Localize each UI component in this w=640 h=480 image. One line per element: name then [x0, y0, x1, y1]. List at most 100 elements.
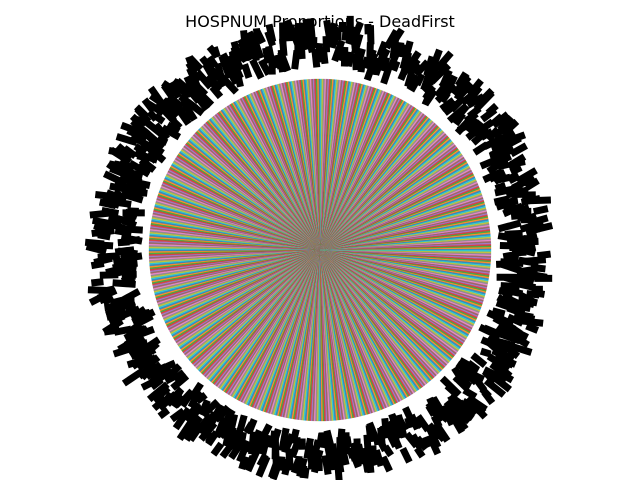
slice-label: [506, 153, 527, 170]
slice-label: [301, 467, 310, 479]
slice-label: [241, 63, 253, 79]
slice-label: [511, 343, 533, 356]
slice-label: [90, 260, 105, 270]
slice-label: [501, 292, 524, 309]
slice-label: [255, 455, 271, 478]
slice-label: [466, 359, 480, 373]
slice-label: [97, 231, 111, 241]
slice-label: [112, 279, 136, 288]
slice-label: [109, 146, 132, 166]
slice-label: [108, 312, 126, 326]
slice-label: [515, 167, 538, 185]
slice-label: [430, 414, 443, 429]
slice-label: [114, 227, 132, 237]
slice-label: [236, 414, 248, 431]
slice-label: [198, 421, 218, 442]
slice-label: [146, 381, 170, 403]
slice-label: [389, 430, 403, 450]
slice-label: [351, 53, 360, 71]
slice-label: [121, 167, 144, 180]
slice-label: [506, 229, 523, 238]
slice-label: [372, 449, 385, 468]
slice-label: [518, 291, 538, 307]
slice-label: [264, 30, 276, 47]
slice-label: [524, 177, 540, 191]
slice-label: [298, 438, 306, 450]
slice-label: [143, 119, 167, 140]
slice-label: [117, 238, 130, 247]
slice-label: [469, 396, 488, 413]
slice-label: [144, 131, 165, 152]
slice-label: [172, 406, 192, 431]
slice-label: [160, 124, 182, 141]
slice-label: [382, 444, 395, 458]
slice-label: [422, 84, 436, 101]
pie-slices: [148, 78, 492, 422]
slice-label: [170, 118, 183, 131]
slice-label: [479, 347, 492, 358]
slice-label: [413, 59, 431, 77]
slice-label: [423, 55, 436, 77]
slice-label: [376, 40, 389, 58]
slice-label: [379, 455, 393, 473]
slice-label: [414, 446, 426, 459]
slice-label: [238, 455, 249, 471]
slice-label: [283, 18, 296, 35]
slice-label: [455, 404, 475, 422]
slice-label: [520, 232, 538, 244]
slice-label: [536, 250, 552, 260]
slice-label: [210, 441, 225, 457]
slice-label: [470, 352, 488, 369]
slice-label: [85, 243, 108, 255]
slice-label: [194, 391, 208, 405]
slice-label: [157, 407, 171, 420]
slice-label: [323, 19, 334, 45]
slice-label: [509, 142, 529, 158]
slice-label: [396, 417, 409, 432]
slice-label: [470, 126, 491, 146]
slice-label: [535, 222, 554, 233]
slice-label: [466, 78, 484, 98]
slice-label: [278, 427, 290, 452]
slice-label: [109, 182, 134, 194]
slice-label: [122, 212, 137, 223]
slice-label: [482, 134, 506, 151]
slice-label: [112, 343, 138, 358]
slice-label: [134, 106, 152, 125]
slice-label: [115, 133, 138, 147]
slice-label: [152, 392, 166, 405]
slice-label: [494, 185, 516, 197]
slice-label: [532, 205, 549, 216]
slice-label: [455, 416, 469, 432]
slice-label: [482, 168, 504, 184]
slice-label: [169, 407, 186, 423]
slice-label: [146, 109, 159, 122]
slice-label: [363, 56, 379, 82]
slice-label: [471, 371, 486, 383]
slice-label: [311, 48, 321, 68]
slice-label: [531, 285, 543, 293]
slice-label: [414, 435, 429, 451]
slice-label: [422, 82, 434, 95]
slice-label: [505, 131, 527, 145]
slice-label: [439, 375, 462, 398]
slice-label: [136, 312, 154, 327]
slice-label: [258, 58, 272, 77]
slice-label: [495, 337, 516, 350]
slice-label: [116, 215, 138, 229]
slice-label: [472, 141, 490, 156]
slice-label: [454, 71, 469, 88]
slice-label: [138, 157, 157, 173]
slice-label: [515, 245, 536, 257]
slice-label: [172, 369, 186, 383]
slice-label: [495, 153, 513, 166]
slice-label: [291, 50, 301, 70]
slice-label: [474, 87, 495, 108]
slice-label: [502, 251, 515, 261]
slice-label: [485, 102, 499, 116]
slice-label: [170, 373, 190, 391]
slice-label: [462, 387, 478, 400]
slice-label: [149, 376, 164, 391]
slice-label: [328, 443, 338, 459]
